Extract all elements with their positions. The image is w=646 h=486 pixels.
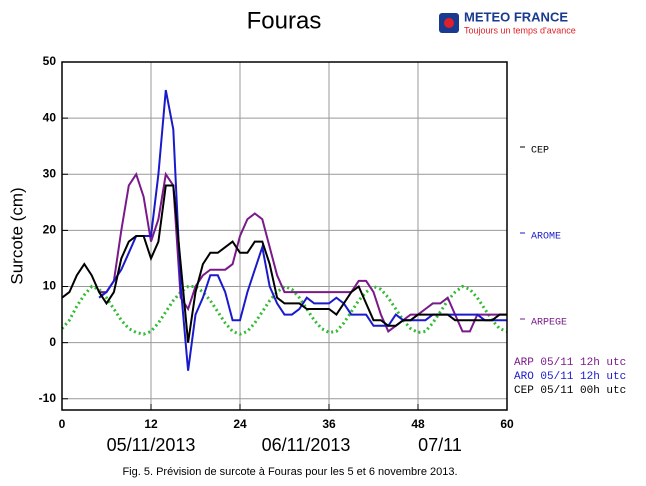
legend-entry: CEP 05/11 00h utc: [514, 385, 626, 397]
model-label: AROME: [531, 232, 561, 243]
logo-icon-dot: [444, 18, 454, 28]
logo-tagline: Toujours un temps d'avance: [464, 25, 576, 35]
model-label: CEP: [531, 146, 549, 157]
plot-frame: [61, 61, 508, 411]
legend-entry: ARO 05/11 12h utc: [514, 371, 626, 383]
logo-name: METEO FRANCE: [464, 9, 568, 24]
legend-entry: ARP 05/11 12h utc: [514, 357, 626, 369]
date-label: 07/11: [418, 435, 462, 455]
model-label: ARPEGE: [531, 318, 567, 329]
x-tick-label: 60: [500, 417, 514, 431]
x-tick-label: 48: [411, 417, 425, 431]
x-tick-label: 24: [233, 417, 247, 431]
logo: METEO FRANCE Toujours un temps d'avance: [439, 9, 576, 35]
y-tick-label: 30: [43, 166, 57, 180]
y-tick-label: 20: [43, 223, 57, 237]
chart-title: Fouras: [247, 7, 322, 34]
y-tick-label: 50: [43, 54, 57, 68]
y-tick-label: -10: [39, 391, 57, 405]
y-axis-label: Surcote (cm): [7, 187, 26, 284]
y-tick-label: 40: [43, 110, 57, 124]
x-tick-label: 12: [144, 417, 158, 431]
date-label: 05/11/2013: [107, 435, 196, 455]
series-line: [61, 184, 507, 343]
date-label: 06/11/2013: [262, 435, 351, 455]
x-tick-label: 36: [322, 417, 336, 431]
x-tick-label: 0: [59, 417, 66, 431]
y-tick-label: 10: [43, 279, 57, 293]
series-line: [99, 171, 507, 333]
caption: Fig. 5. Prévision de surcote à Fouras po…: [122, 466, 457, 478]
y-tick-label: 0: [49, 335, 56, 349]
tide-line: [60, 284, 508, 336]
